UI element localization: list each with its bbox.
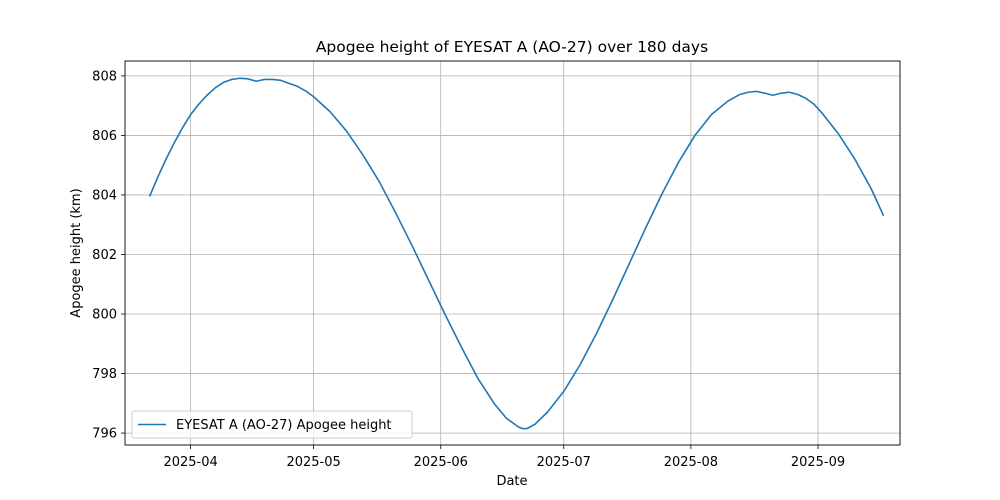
y-axis-title: Apogee height (km)	[69, 188, 84, 317]
y-tick-label: 808	[92, 69, 117, 84]
series-line-apogee-height	[148, 77, 885, 430]
y-tick-label: 800	[92, 308, 117, 323]
x-gridlines	[190, 61, 819, 445]
x-tick-label: 2025-06	[414, 455, 468, 470]
chart-title: Apogee height of EYESAT A (AO-27) over 1…	[316, 38, 708, 56]
y-tick-label: 802	[92, 248, 117, 263]
x-tick-label: 2025-05	[286, 455, 340, 470]
y-axis-ticks: 796 798 800 802 804 806 808	[92, 69, 125, 442]
x-axis-ticks: 2025-04 2025-05 2025-06 2025-07 2025-08 2025-…	[163, 445, 845, 470]
x-tick-label: 2025-07	[537, 455, 591, 470]
x-tick-label: 2025-09	[791, 455, 845, 470]
y-tick-label: 806	[92, 129, 117, 144]
y-tick-label: 798	[92, 367, 117, 382]
x-tick-label: 2025-04	[163, 455, 217, 470]
y-gridlines	[125, 75, 900, 434]
x-tick-label: 2025-08	[664, 455, 718, 470]
legend: EYESAT A (AO-27) Apogee height	[131, 410, 413, 439]
y-tick-label: 804	[92, 188, 117, 203]
legend-label: EYESAT A (AO-27) Apogee height	[176, 418, 392, 433]
y-tick-label: 796	[92, 427, 117, 442]
legend-box	[131, 410, 413, 439]
x-axis-title: Date	[496, 474, 527, 489]
plot-area-frame	[124, 60, 901, 446]
